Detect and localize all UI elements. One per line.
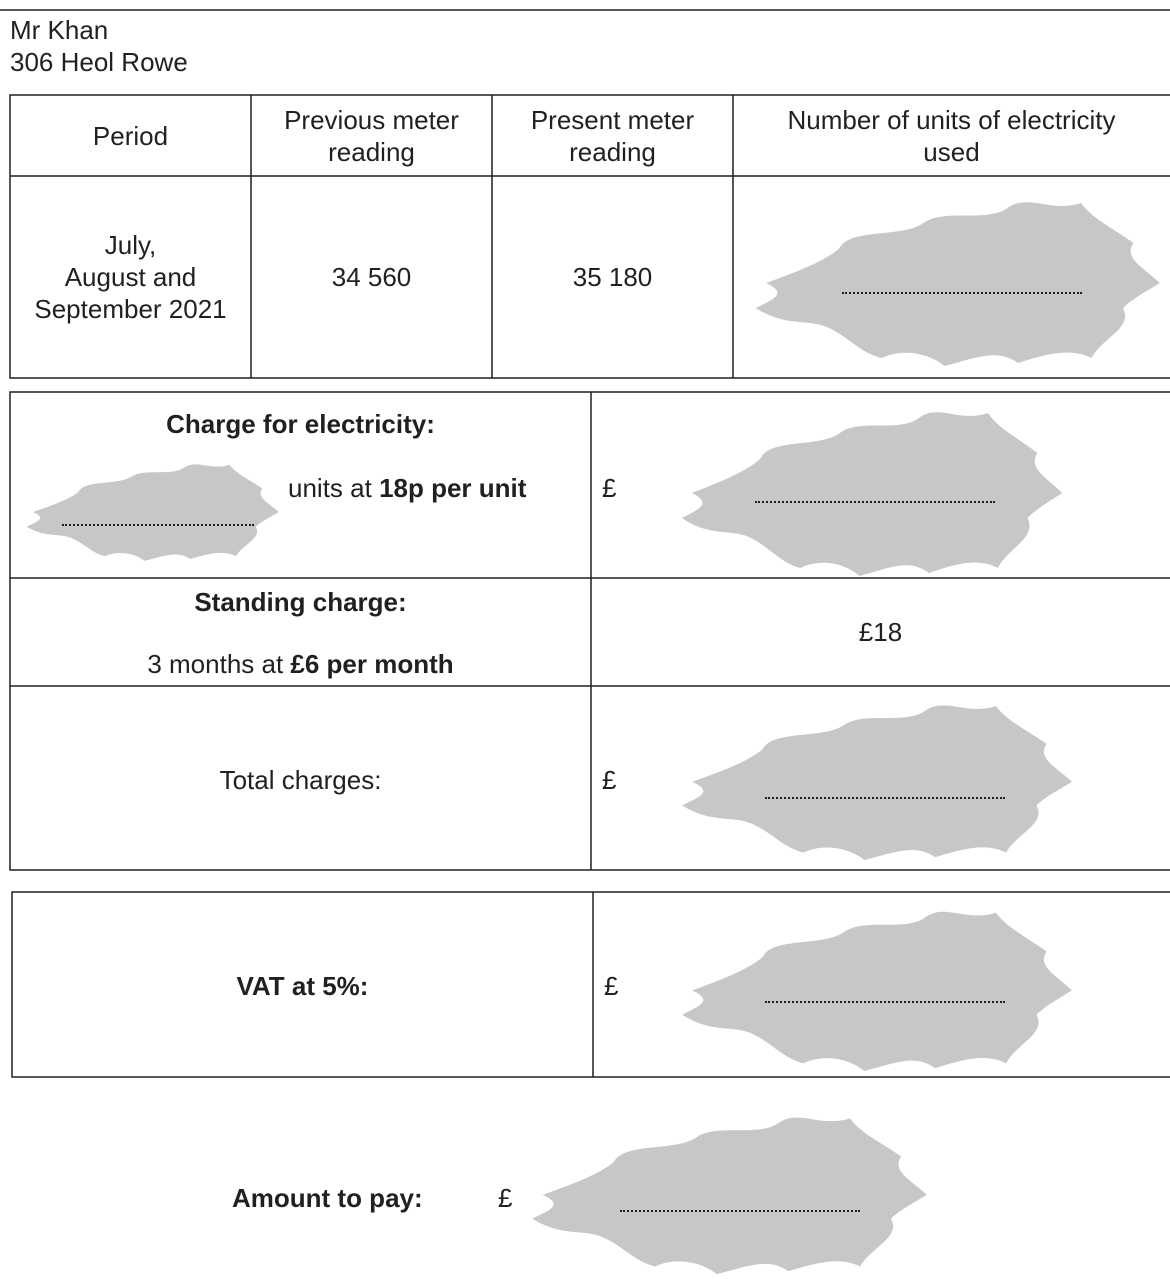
answer-line [62,524,254,526]
standing-amount: £18 [591,616,1170,648]
previous-reading: 34 560 [251,176,492,378]
column-header: Number of units of electricity used [733,95,1170,176]
customer-address: 306 Heol Rowe [10,46,188,78]
customer-name: Mr Khan [10,14,108,46]
standing-title: Standing charge: [194,587,406,617]
total-label: Total charges: [10,764,591,796]
amount-label: Amount to pay: [232,1183,423,1213]
standing-rate: £6 per month [290,649,453,679]
charge-title: Charge for electricity: [166,409,435,439]
answer-line [755,501,995,503]
present-reading: 35 180 [492,176,733,378]
answer-line [842,292,1082,294]
currency: £ [602,472,616,504]
months-text: 3 months at [147,649,290,679]
currency: £ [602,764,616,796]
page: Mr Khan 306 Heol Rowe Period Previous me… [0,0,1170,1279]
answer-line [620,1210,860,1212]
currency: £ [498,1182,512,1214]
units-text: units at [288,473,379,503]
period-cell: July, August and September 2021 [10,176,251,378]
answer-line [765,1001,1005,1003]
vat-label: VAT at 5%: [237,971,369,1001]
unit-rate: 18p per unit [379,473,526,503]
column-header: Previous meter reading [251,95,492,176]
column-header: Period [10,95,251,176]
currency: £ [604,970,618,1002]
column-header: Present meter reading [492,95,733,176]
answer-line [765,797,1005,799]
